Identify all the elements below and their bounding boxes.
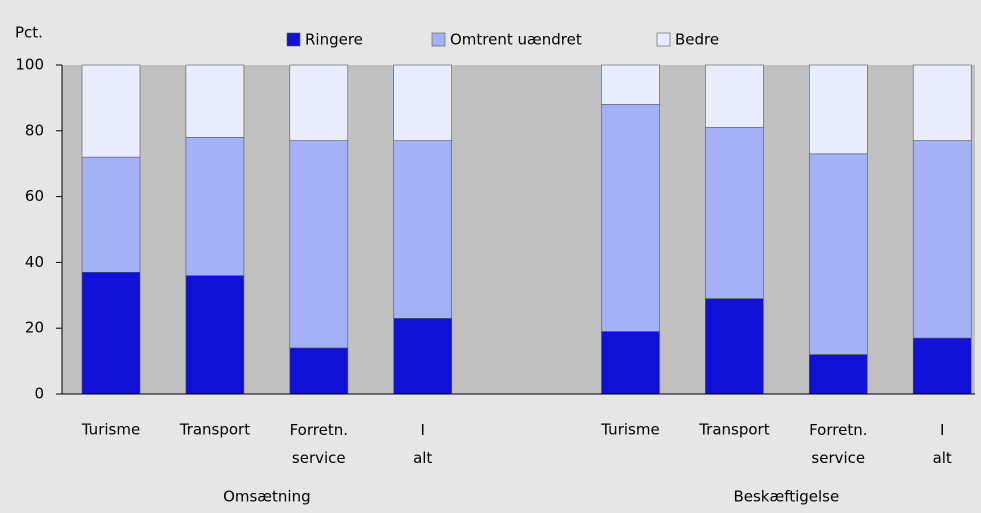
- bar-segment: [705, 298, 764, 395]
- x-tick-label: Transport: [179, 421, 251, 439]
- legend-label: Bedre: [675, 31, 719, 49]
- bar-segment: [601, 104, 660, 332]
- bar-segment: [393, 318, 453, 395]
- bar-segment: [81, 271, 141, 395]
- group-label: Beskæftigelse: [733, 488, 839, 506]
- x-tick-label-line: service: [292, 449, 346, 467]
- y-tick-label: 80: [25, 121, 44, 139]
- x-tick-label-line: I: [420, 421, 424, 439]
- bar-segment: [289, 140, 349, 349]
- y-tick-label: 0: [34, 385, 44, 403]
- bar-segment: [912, 64, 972, 141]
- bar-segment: [393, 140, 453, 319]
- legend-label: Omtrent uændret: [450, 31, 582, 49]
- y-tick-label: 40: [25, 253, 44, 271]
- x-tick-label-line: Forretn.: [809, 421, 867, 439]
- bar-segment: [705, 64, 764, 128]
- legend-swatch: [656, 32, 671, 47]
- bar-segment: [185, 275, 245, 395]
- bar-segment: [912, 337, 972, 395]
- bar-segment: [185, 64, 245, 138]
- x-tick-label: Forretn. service: [290, 421, 348, 467]
- bar-segment: [185, 137, 245, 276]
- y-axis-label: Pct.: [15, 24, 43, 42]
- x-tick-label: Forretn. service: [809, 421, 867, 467]
- x-tick-label-line: alt: [413, 449, 432, 467]
- x-tick-label: Turisme: [81, 421, 140, 439]
- legend-swatch: [431, 32, 446, 47]
- x-tick-label-line: service: [811, 449, 865, 467]
- bar-segment: [289, 347, 349, 395]
- bar-segment: [81, 156, 141, 273]
- bar-segment: [808, 354, 868, 395]
- bar-segment: [289, 64, 349, 141]
- y-tick-label: 20: [25, 319, 44, 337]
- x-tick-label-line: alt: [933, 449, 952, 467]
- y-tick-label: 60: [25, 187, 44, 205]
- x-tick-label: Transport: [698, 421, 770, 439]
- bar-segment: [393, 64, 453, 141]
- y-tick-label: 100: [15, 56, 44, 74]
- bar-segment: [601, 331, 660, 395]
- legend-label: Ringere: [305, 31, 363, 49]
- x-tick-label-line: Forretn.: [290, 421, 348, 439]
- legend-swatch: [286, 32, 301, 47]
- bar-segment: [912, 140, 972, 339]
- group-label: Omsætning: [223, 488, 311, 506]
- x-tick-label: Turisme: [600, 421, 659, 439]
- bar-segment: [81, 64, 141, 158]
- bar-segment: [808, 64, 868, 155]
- bar-segment: [601, 64, 660, 105]
- x-tick-label-line: I: [940, 421, 944, 439]
- bar-segment: [808, 153, 868, 355]
- bar-segment: [705, 127, 764, 299]
